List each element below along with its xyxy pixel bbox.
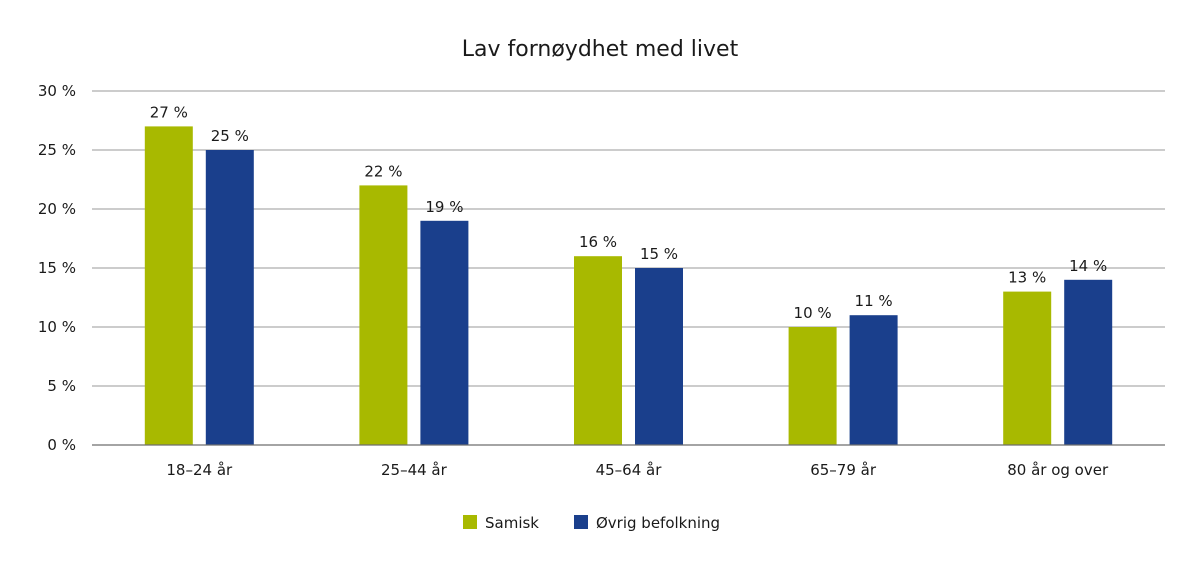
x-category-label: 80 år og over [1007, 461, 1109, 479]
data-label: 19 % [425, 198, 463, 216]
x-axis-categories: 18–24 år 25–44 år 45–64 år 65–79 år 80 år og… [166, 461, 1109, 479]
y-tick-label: 5 % [47, 377, 76, 395]
data-label: 10 % [794, 304, 832, 322]
x-category-label: 45–64 år [596, 461, 663, 479]
data-label: 14 % [1069, 257, 1107, 275]
bar-samisk-1 [359, 185, 408, 445]
y-tick-label: 25 % [38, 141, 76, 159]
y-axis-ticks: 0 % 5 % 10 % 15 % 20 % 25 % 30 % [38, 82, 76, 454]
bar-ovrig-2 [635, 268, 683, 445]
legend-label: Øvrig befolkning [596, 514, 720, 532]
x-category-label: 65–79 år [810, 461, 877, 479]
legend-label: Samisk [485, 514, 539, 532]
data-labels: 27 % 25 % 22 % 19 % 16 % 15 % 10 % 11 % 13 % 14 % [150, 103, 1108, 322]
data-label: 25 % [211, 127, 249, 145]
bar-samisk-0 [144, 126, 193, 446]
legend-swatch [463, 515, 477, 529]
x-category-label: 25–44 år [381, 461, 448, 479]
y-tick-label: 30 % [38, 82, 76, 100]
gridlines [92, 90, 1165, 387]
bar-samisk-4 [1003, 291, 1052, 445]
y-tick-label: 0 % [47, 436, 76, 454]
legend-swatch [574, 515, 588, 529]
data-label: 13 % [1008, 269, 1046, 287]
data-label: 27 % [150, 103, 188, 121]
bar-ovrig-3 [849, 315, 898, 445]
x-category-label: 18–24 år [166, 461, 233, 479]
bar-samisk-3 [788, 327, 837, 445]
data-label: 11 % [855, 292, 893, 310]
y-tick-label: 15 % [38, 259, 76, 277]
bars [144, 126, 1113, 446]
y-tick-label: 10 % [38, 318, 76, 336]
y-tick-label: 20 % [38, 200, 76, 218]
data-label: 22 % [364, 162, 402, 180]
data-label: 16 % [579, 233, 617, 251]
chart-title: Lav fornøydhet med livet [462, 37, 739, 62]
bar-ovrig-1 [420, 220, 469, 445]
bar-ovrig-4 [1064, 279, 1113, 445]
bar-samisk-2 [574, 256, 622, 445]
legend: Samisk Øvrig befolkning [463, 514, 720, 532]
bar-ovrig-0 [205, 150, 254, 445]
data-label: 15 % [640, 245, 678, 263]
